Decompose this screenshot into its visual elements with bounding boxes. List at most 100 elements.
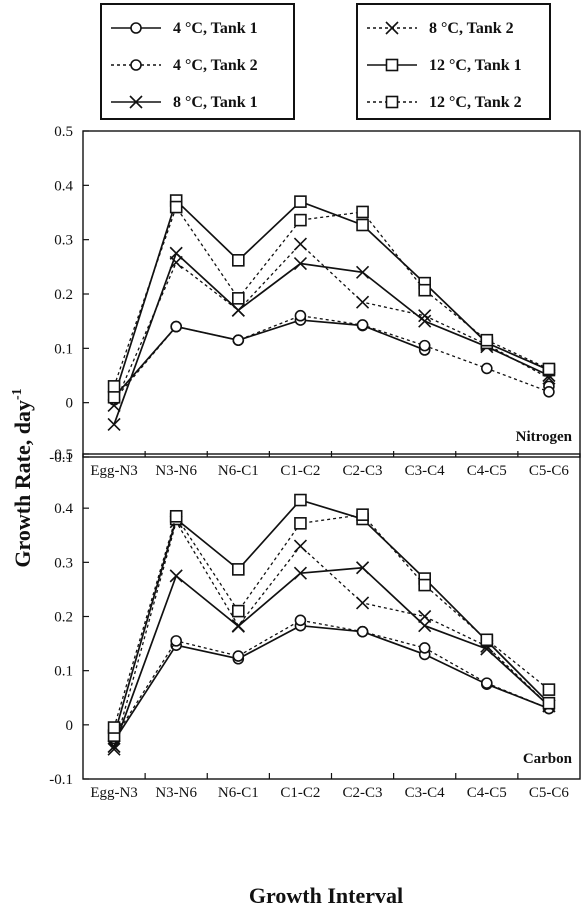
legend-label-4-c-tank-2: 4 °C, Tank 2 [173, 57, 258, 74]
nitrogen-plot-frame [82, 130, 581, 458]
nitrogen-point-12-c-tank-2 [542, 362, 556, 376]
nitrogen-point-12-c-tank-2 [480, 333, 494, 347]
nitrogen-point-12-c-tank-2 [169, 200, 183, 214]
carbon-point-12-c-tank-1 [542, 696, 556, 710]
legend-label-12-c-tank-1: 12 °C, Tank 1 [429, 57, 522, 74]
carbon-point-8-c-tank-1 [169, 569, 183, 583]
nitrogen-point-4-c-tank-2 [356, 319, 369, 331]
carbon-line-12-c-tank-2 [113, 513, 550, 728]
carbon-point-12-c-tank-2 [232, 604, 245, 618]
nitrogen-point-4-c-tank-2 [481, 362, 493, 375]
nitrogen-point-12-c-tank-1 [356, 218, 369, 232]
nitrogen-line-8-c-tank-1 [113, 251, 550, 425]
legend-marker-8-c-tank-2 [385, 21, 399, 35]
nitrogen-line-12-c-tank-2 [113, 205, 550, 387]
carbon-x-tick-label: C4-C5 [467, 785, 507, 801]
carbon-point-8-c-tank-2 [418, 609, 432, 624]
y-axis-title: Growth Rate, day-1 [10, 388, 35, 567]
carbon-y-tick-label: -0.1 [49, 772, 73, 788]
carbon-series-12-c-tank-1 [107, 493, 556, 742]
nitrogen-panel: -0.1 0 0.1 0.2 0.3 0.4 0.5 Egg-N3 N3-N6 N6-C1 C1-C… [49, 124, 581, 479]
nitrogen-x-tick-label: N6-C1 [218, 463, 259, 479]
carbon-series-12-c-tank-2 [107, 508, 556, 734]
nitrogen-point-8-c-tank-1 [355, 265, 370, 279]
carbon-point-12-c-tank-2 [418, 578, 431, 592]
legend-marker-4-c-tank-2 [130, 59, 142, 71]
nitrogen-y-tick-label: 0.2 [54, 287, 73, 303]
nitrogen-point-8-c-tank-2 [169, 255, 183, 270]
nitrogen-point-8-c-tank-2 [355, 295, 370, 309]
carbon-series-8-c-tank-1 [107, 561, 556, 754]
nitrogen-point-8-c-tank-1 [107, 417, 121, 431]
legend-item-4-c-tank-1: 4 °C, Tank 1 [111, 20, 258, 37]
nitrogen-y-tick-label: -0.1 [49, 450, 73, 466]
y-axis-title-superscript: -1 [10, 388, 25, 400]
nitrogen-x-tick-label: C4-C5 [467, 463, 507, 479]
carbon-point-12-c-tank-1 [232, 563, 245, 576]
carbon-point-12-c-tank-2 [294, 517, 307, 530]
carbon-x-tick-label: C5-C6 [529, 785, 570, 801]
carbon-point-8-c-tank-2 [355, 596, 370, 610]
legend-item-8-c-tank-2: 8 °C, Tank 2 [367, 20, 514, 37]
nitrogen-line-4-c-tank-1 [113, 319, 425, 398]
carbon-point-12-c-tank-2 [107, 721, 121, 734]
nitrogen-point-4-c-tank-2 [170, 320, 182, 333]
nitrogen-point-12-c-tank-2 [107, 380, 121, 393]
carbon-x-tick-label: C1-C2 [280, 785, 320, 801]
carbon-line-12-c-tank-1 [113, 499, 550, 736]
carbon-y-tick-label: 0.3 [54, 555, 73, 571]
nitrogen-point-8-c-tank-1 [293, 257, 308, 271]
legend-item-12-c-tank-2: 12 °C, Tank 2 [367, 94, 522, 111]
nitrogen-x-tick-label: N3-N6 [155, 463, 197, 479]
carbon-point-8-c-tank-1 [107, 739, 121, 754]
carbon-y-tick-label: 0.4 [54, 501, 73, 517]
nitrogen-y-tick-label: 0.5 [54, 124, 73, 140]
carbon-point-12-c-tank-2 [480, 633, 494, 647]
legend: 4 °C, Tank 1 4 °C, Tank 2 8 °C, Tank 1 8 °C… [100, 3, 551, 120]
nitrogen-series-12-c-tank-2 [107, 200, 556, 393]
carbon-point-4-c-tank-2 [481, 677, 493, 689]
nitrogen-line-4-c-tank-2 [113, 315, 550, 401]
nitrogen-point-12-c-tank-2 [418, 283, 431, 297]
carbon-line-4-c-tank-2 [113, 619, 550, 739]
legend-marker-8-c-tank-1 [129, 95, 143, 109]
nitrogen-x-tick-label: C2-C3 [343, 463, 383, 479]
carbon-x-tick-label: N6-C1 [218, 785, 259, 801]
nitrogen-x-tick-label: Egg-N3 [90, 463, 138, 479]
legend-label-12-c-tank-2: 12 °C, Tank 2 [429, 94, 522, 111]
legend-label-8-c-tank-2: 8 °C, Tank 2 [429, 20, 514, 37]
carbon-y-tick-label: 0.2 [54, 610, 73, 626]
carbon-line-8-c-tank-1 [113, 566, 550, 747]
nitrogen-point-8-c-tank-1 [418, 314, 432, 328]
carbon-line-4-c-tank-1 [113, 624, 550, 742]
nitrogen-x-tick-label: C5-C6 [529, 463, 570, 479]
legend-item-4-c-tank-2: 4 °C, Tank 2 [111, 57, 258, 74]
nitrogen-point-4-c-tank-2 [294, 309, 307, 322]
carbon-point-12-c-tank-2 [356, 508, 369, 521]
carbon-point-8-c-tank-1 [293, 566, 308, 580]
nitrogen-point-4-c-tank-2 [232, 334, 245, 346]
carbon-point-8-c-tank-1 [418, 619, 432, 633]
carbon-y-tick-label: 0.5 [54, 447, 73, 463]
carbon-point-8-c-tank-2 [231, 619, 245, 633]
carbon-y-tick-label: 0 [66, 718, 74, 734]
carbon-point-4-c-tank-2 [170, 635, 182, 647]
carbon-x-tick-label: Egg-N3 [90, 785, 138, 801]
nitrogen-point-12-c-tank-1 [107, 390, 121, 404]
nitrogen-point-8-c-tank-2 [231, 303, 245, 317]
legend-item-12-c-tank-1: 12 °C, Tank 1 [367, 57, 522, 74]
legend-marker-12-c-tank-1 [385, 58, 399, 72]
nitrogen-y-tick-label: 0.3 [54, 233, 73, 249]
carbon-x-tick-label: N3-N6 [155, 785, 197, 801]
carbon-x-tick-label: C3-C4 [405, 785, 446, 801]
nitrogen-point-12-c-tank-2 [356, 205, 369, 219]
nitrogen-series-4-c-tank-2 [108, 309, 555, 406]
nitrogen-x-tick-label: C1-C2 [280, 463, 320, 479]
nitrogen-point-8-c-tank-1 [169, 246, 183, 260]
nitrogen-point-4-c-tank-2 [418, 339, 431, 352]
carbon-point-4-c-tank-2 [356, 625, 369, 638]
legend-label-4-c-tank-1: 4 °C, Tank 1 [173, 20, 258, 37]
carbon-panel: -0.1 0 0.1 0.2 0.3 0.4 0.5 Egg-N3 N3-N6 N6-C1 C1-C… [49, 447, 581, 801]
legend-marker-12-c-tank-2 [385, 95, 399, 109]
